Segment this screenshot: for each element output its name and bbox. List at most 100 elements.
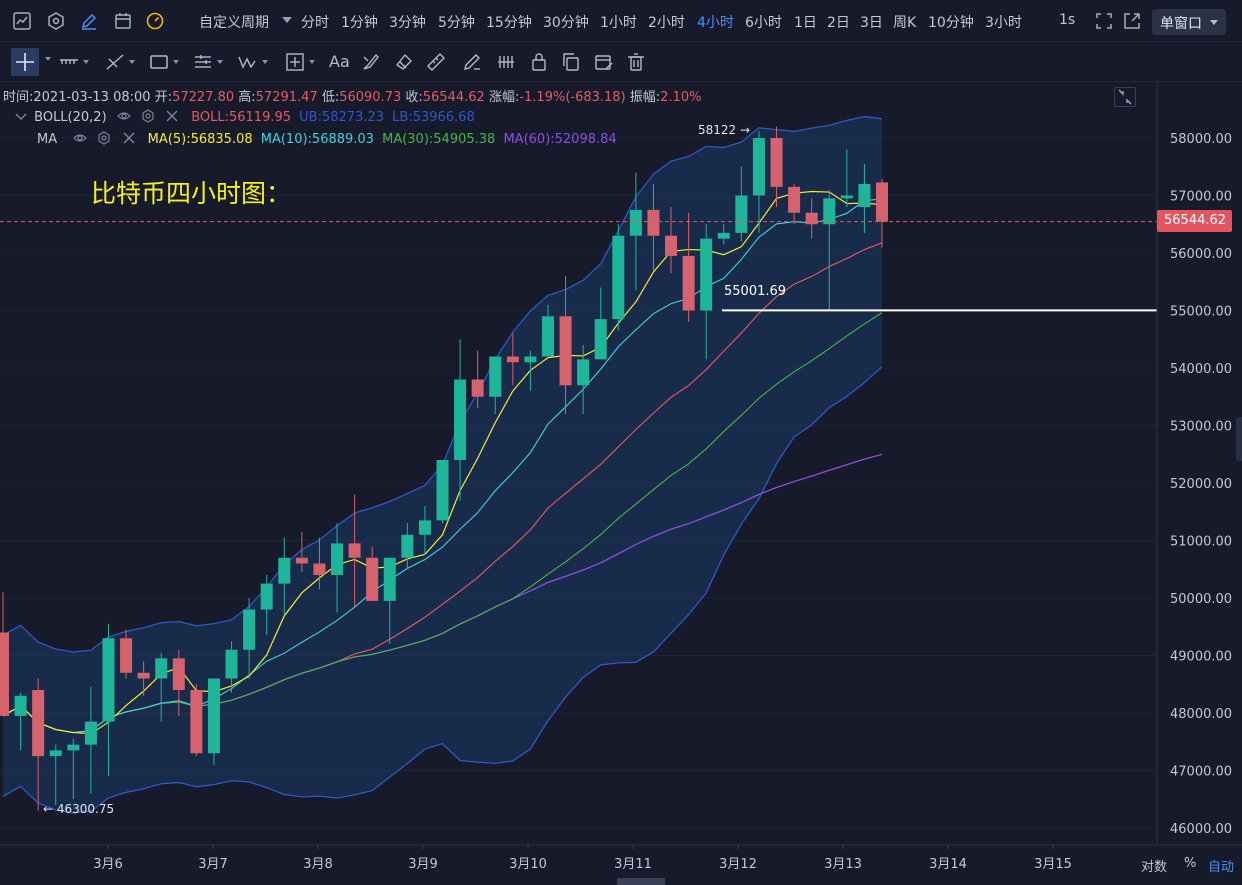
candle-body [313,563,326,575]
hexagon-settings-icon[interactable] [46,11,66,31]
period-tab-5min[interactable]: 5分钟 [438,15,475,31]
amplitude-value: 2.10% [660,90,702,105]
fib-icon[interactable] [495,51,517,73]
period-tab-week[interactable]: 周K [893,15,917,31]
collapse-icon[interactable] [1114,87,1136,107]
price-tick-label: 48000.00 [1170,707,1232,722]
candlestick-chart[interactable]: 46000.00 47000.00 48000.00 49000.00 50000.00… [0,82,1242,885]
candle-body [612,235,625,320]
eraser-icon[interactable] [393,51,415,73]
text-tool-icon[interactable]: Aa [329,52,350,71]
candle-body [682,255,695,311]
ruler-icon[interactable] [425,51,447,73]
pencil-icon[interactable] [461,51,483,73]
period-tab-3min[interactable]: 3分钟 [389,15,426,31]
period-tab-15min[interactable]: 15分钟 [486,15,532,31]
close-icon[interactable] [122,131,136,145]
period-tab-30min[interactable]: 30分钟 [543,15,589,31]
period-tab-2d[interactable]: 2日 [827,15,850,31]
candle-body [418,520,431,535]
crosshair-icon[interactable] [11,48,51,76]
speedometer-icon[interactable] [145,11,165,31]
percent-scale-toggle[interactable]: % [1184,856,1197,871]
chevron-down-icon[interactable] [282,17,292,23]
draw-pencil-icon[interactable] [79,11,99,31]
period-tab-timeshare[interactable]: 分时 [301,15,329,31]
price-tick-label: 50000.00 [1170,592,1232,607]
candle-body [0,632,9,716]
chevron-down-icon[interactable] [14,109,27,123]
period-tab-1min[interactable]: 1分钟 [341,15,378,31]
period-tab-4h[interactable]: 4小时 [697,15,734,31]
period-tab-1h[interactable]: 1小时 [600,15,637,31]
candle-body [752,138,765,196]
measure-icon[interactable] [284,51,315,73]
change-label: 涨幅: [488,90,520,105]
boll-lb-value: LB:53966.68 [392,110,475,125]
trash-icon[interactable] [625,51,647,73]
kline-chart[interactable]: 46000.00 47000.00 48000.00 49000.00 50000.00… [0,82,1242,885]
low-marker: ← 46300.75 [43,802,115,816]
candle-body [770,138,783,187]
rectangle-icon[interactable] [148,51,179,73]
price-tick-label: 49000.00 [1170,650,1232,665]
ma30-value: MA(30):54905.38 [382,132,496,147]
horizontal-lines-icon[interactable] [192,51,223,73]
wave-pattern-icon[interactable] [237,51,268,73]
auto-scale-toggle[interactable]: 自动 [1208,860,1235,875]
low-label: 低: [321,90,340,105]
brush-icon[interactable] [360,51,382,73]
eye-icon[interactable] [116,109,131,123]
window-mode-select[interactable]: 单窗口 [1152,9,1226,35]
settings-icon[interactable] [141,109,155,123]
calendar-icon[interactable] [113,11,133,31]
calendar-edit-icon[interactable] [593,51,615,73]
candle-body [805,212,818,225]
axis-mode-percent[interactable]: % [1184,856,1196,871]
settings-icon[interactable] [97,131,111,145]
candle-body [84,721,97,745]
time-tick-label: 3月10 [509,857,547,872]
period-tab-2h[interactable]: 2小时 [648,15,685,31]
candle-body [49,750,62,757]
low-marker-value: 46300.75 [56,802,115,816]
refresh-interval[interactable]: 1s [1059,12,1076,28]
chart-annotation: 比特币四小时图： [91,179,292,208]
ma60-value: MA(60):52098.84 [503,132,617,147]
candle-body [436,460,449,521]
candle-body [471,379,484,397]
time-scroll-handle[interactable] [617,878,665,885]
close-label: 收: [405,90,423,105]
line-chart-icon[interactable] [12,11,32,31]
period-tab-6h[interactable]: 6小时 [745,15,782,31]
candle-body [120,638,133,673]
period-tab-10min[interactable]: 10分钟 [928,15,974,31]
candle-body [32,690,45,757]
chevron-down-icon [1210,20,1218,25]
candle-body [366,557,379,601]
axis-mode-log[interactable]: 对数 [1141,856,1167,875]
copy-icon[interactable] [560,51,582,73]
close-icon[interactable] [165,109,179,123]
custom-period-selector[interactable]: 自定义周期 [199,15,269,31]
side-panel-handle[interactable] [1236,417,1242,461]
candle-body [207,678,220,754]
period-tab-3h[interactable]: 3小时 [985,15,1022,31]
lock-icon[interactable] [528,51,550,73]
time-tick-label: 3月6 [93,857,123,872]
price-tick-label: 51000.00 [1170,535,1232,550]
period-tab-1d[interactable]: 1日 [794,15,817,31]
change-value: -1.19%(-683.18) [519,90,626,105]
log-scale-toggle[interactable]: 对数 [1141,860,1168,875]
candle-body [541,316,554,357]
axis-mode-auto[interactable]: 自动 [1208,856,1234,875]
popout-window-icon[interactable] [1122,11,1142,31]
eye-icon[interactable] [73,131,88,145]
trend-line-icon[interactable] [104,51,135,73]
ohlc-info: 时间:2021-03-13 08:00 开:57227.80 高:57291.4… [3,86,701,105]
candle-body [172,658,185,690]
period-tab-3d[interactable]: 3日 [860,15,883,31]
candle-body [823,198,836,225]
bar-pattern-icon[interactable] [58,51,89,73]
expand-icon[interactable] [1094,11,1114,31]
